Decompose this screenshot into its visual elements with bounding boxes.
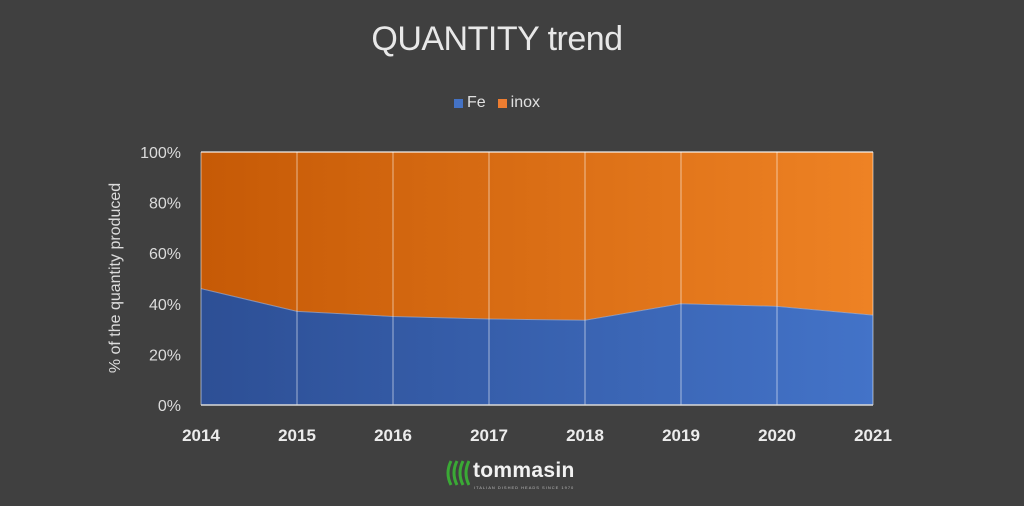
logo-tagline: ITALIAN DISHED HEADS SINCE 1970 bbox=[474, 485, 575, 490]
x-tick-label: 2014 bbox=[182, 426, 220, 445]
x-tick-label: 2018 bbox=[566, 426, 604, 445]
y-tick-label: 80% bbox=[149, 196, 181, 213]
chart-title: QUANTITY trend bbox=[371, 20, 623, 58]
legend-label-fe: Fe bbox=[466, 94, 486, 111]
x-tick-label: 2020 bbox=[758, 426, 796, 445]
legend-swatch-fe bbox=[453, 98, 463, 108]
legend-item-fe: Fe bbox=[453, 94, 486, 112]
x-tick-label: 2021 bbox=[854, 426, 892, 445]
x-tick-label: 2016 bbox=[374, 426, 412, 445]
y-tick-label: 40% bbox=[149, 297, 181, 314]
y-tick-label: 100% bbox=[140, 145, 181, 162]
legend-swatch-inox bbox=[497, 98, 507, 108]
x-tick-label: 2015 bbox=[278, 426, 316, 445]
tommasin-logo: tommasin ITALIAN DISHED HEADS SINCE 1970 bbox=[444, 456, 584, 496]
legend-label-inox: inox bbox=[510, 94, 541, 111]
y-tick-label: 0% bbox=[158, 398, 181, 415]
tommasin-logo-mark bbox=[446, 460, 470, 486]
y-tick-label: 20% bbox=[149, 347, 181, 364]
logo-name: tommasin bbox=[473, 459, 575, 482]
y-tick-label: 60% bbox=[149, 246, 181, 263]
legend: Fe inox bbox=[0, 94, 994, 112]
x-tick-label: 2019 bbox=[662, 426, 700, 445]
legend-item-inox: inox bbox=[497, 94, 541, 112]
area-fe bbox=[201, 288, 873, 405]
series-line-fe bbox=[200, 288, 874, 321]
area-inox bbox=[201, 152, 873, 321]
x-tick-label: 2017 bbox=[470, 426, 508, 445]
